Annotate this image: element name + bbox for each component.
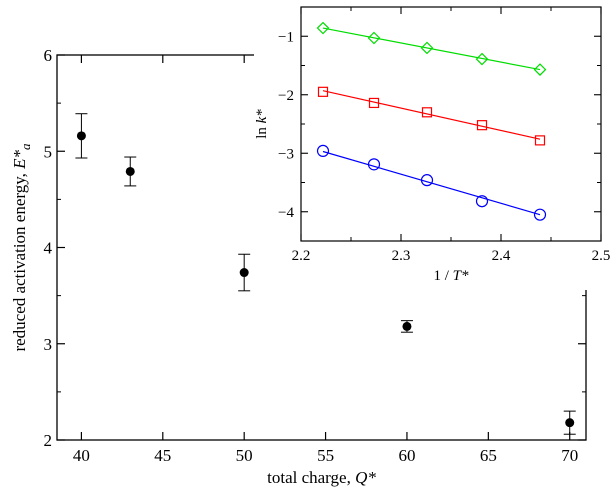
inset-y-tick-label: −3 [278,146,294,162]
inset-square-marker [421,107,433,118]
main-point-marker [125,166,135,176]
main-x-tick-label: 70 [561,446,578,465]
main-point-marker [402,321,412,331]
inset-series [317,86,546,146]
inset-y-tick-label: −2 [278,88,294,104]
main-x-tick-label: 50 [236,446,253,465]
inset-axis-ticks: 2.2 2.3 2.4 2.5 −4 −3 −2 −1 [278,6,611,264]
inset-series [316,144,547,221]
main-data-marks [75,113,576,435]
inset-chart: 2.2 2.3 2.4 2.5 −4 −3 −2 −1 1 / T* ln k* [254,0,613,290]
main-y-tick-label: 3 [44,335,53,354]
main-point-marker [239,268,249,278]
main-y-tick-label: 2 [44,431,53,450]
inset-background [254,0,613,290]
main-data-point [238,253,251,292]
inset-diamond-marker [316,21,330,35]
inset-diamond-marker [420,41,434,55]
inset-x-tick-label: 2.3 [392,248,411,264]
main-point-marker [565,418,575,428]
main-x-tick-label: 45 [154,446,171,465]
inset-square-marker [317,86,329,97]
inset-circle-marker [367,158,381,171]
inset-x-tick-label: 2.2 [292,248,311,264]
inset-square-marker [534,135,546,146]
inset-circle-marker [475,195,489,208]
inset-data-marks [316,21,547,221]
main-x-tick-label: 60 [398,446,415,465]
inset-series [316,21,547,76]
inset-x-tick-label: 2.4 [492,248,511,264]
inset-y-tick-label: −1 [278,29,294,45]
main-x-axis-label: total charge, Q* [267,468,376,487]
inset-square-marker [368,97,380,109]
main-x-tick-label: 65 [480,446,497,465]
inset-diamond-marker [475,52,489,66]
inset-square-marker [476,120,488,131]
main-x-tick-label: 40 [73,446,90,465]
main-y-tick-label: 4 [44,239,53,258]
main-x-tick-label: 55 [317,446,334,465]
main-y-axis-label: reduced activation energy, E*a [10,143,33,352]
inset-diamond-marker [367,31,381,45]
inset-x-axis-label: 1 / T* [433,268,469,284]
main-data-point [563,410,576,435]
main-y-tick-label: 5 [44,142,53,161]
inset-diamond-marker [533,63,547,76]
inset-x-tick-label: 2.5 [592,248,611,264]
inset-circle-marker [316,144,330,158]
main-point-marker [76,131,86,141]
main-data-point [400,320,413,333]
inset-circle-marker [533,208,547,221]
main-y-tick-label: 6 [44,46,53,65]
main-data-point [124,156,137,187]
inset-circle-marker [420,174,434,187]
main-data-point [75,113,88,159]
inset-y-tick-label: −4 [278,205,294,221]
inset-y-axis-label: ln k* [254,109,270,139]
